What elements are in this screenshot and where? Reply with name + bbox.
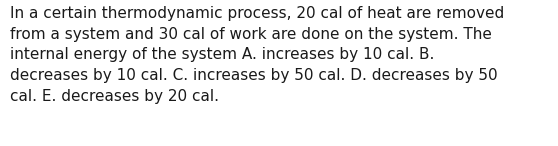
Text: In a certain thermodynamic process, 20 cal of heat are removed
from a system and: In a certain thermodynamic process, 20 c… [10, 6, 504, 104]
